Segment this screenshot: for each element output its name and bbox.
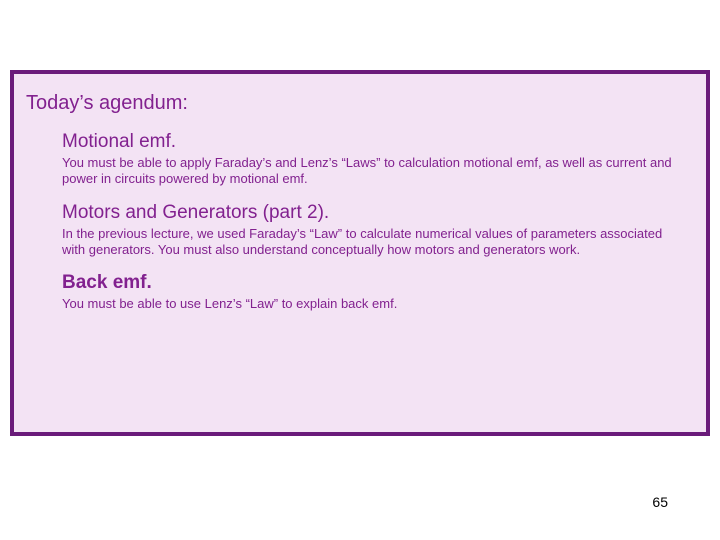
section-motional-emf: Motional emf. You must be able to apply … <box>62 131 684 188</box>
section-back-emf: Back emf. You must be able to use Lenz’s… <box>62 272 684 312</box>
section-body: You must be able to use Lenz’s “Law” to … <box>62 296 684 312</box>
section-motors-generators: Motors and Generators (part 2). In the p… <box>62 202 684 259</box>
section-body: You must be able to apply Faraday’s and … <box>62 155 684 188</box>
slide: Today’s agendum: Motional emf. You must … <box>0 0 720 540</box>
agendum-heading: Today’s agendum: <box>26 92 694 115</box>
page-number: 65 <box>652 494 668 510</box>
section-body: In the previous lecture, we used Faraday… <box>62 226 684 259</box>
section-title: Motors and Generators (part 2). <box>62 202 684 224</box>
content-panel: Today’s agendum: Motional emf. You must … <box>10 70 710 436</box>
section-title: Motional emf. <box>62 131 684 153</box>
section-title: Back emf. <box>62 272 684 294</box>
